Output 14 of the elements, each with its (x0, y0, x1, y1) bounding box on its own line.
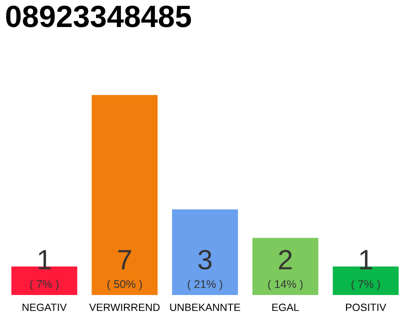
x-tick-label: VERWIRREND (89, 304, 160, 311)
x-tick-label: POSITIV (346, 304, 386, 312)
x-tick-label: EGAL (272, 304, 299, 312)
data-label: 2 ( 14% ) (268, 250, 303, 290)
x-tick-label: NEGATIV (22, 304, 67, 312)
data-label: 7 ( 50% ) (107, 250, 142, 290)
data-label: 1 ( 7% ) (352, 250, 380, 290)
bar (172, 209, 238, 296)
data-label: 3 ( 21% ) (188, 250, 222, 290)
bar (252, 238, 318, 296)
chart-title: 08923348485 (6, 6, 191, 28)
bar (92, 95, 158, 296)
data-label: 1 ( 7% ) (30, 250, 58, 290)
x-tick-label: UNBEKANNTE (170, 304, 240, 312)
